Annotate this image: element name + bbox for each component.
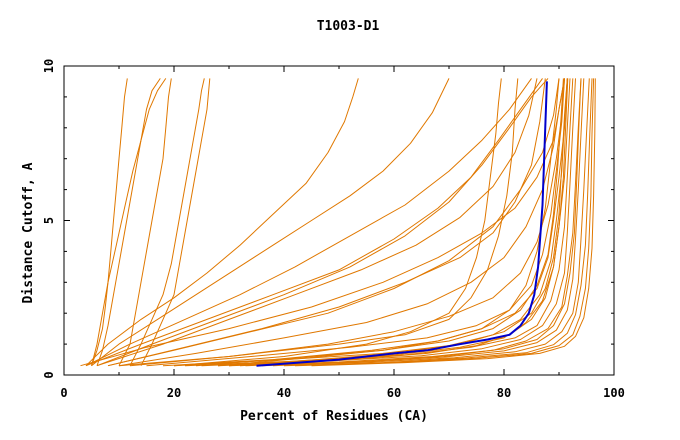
series-line-27 <box>311 78 596 367</box>
x-tick-label: 100 <box>603 386 625 400</box>
y-tick-label: 0 <box>42 371 56 378</box>
series-line-14 <box>118 78 565 367</box>
series-line-30 <box>118 78 519 367</box>
series-line-17 <box>162 78 568 367</box>
series-line-24 <box>261 78 590 367</box>
series-line-2 <box>96 78 161 366</box>
x-tick-label: 20 <box>167 386 181 400</box>
x-tick-label: 0 <box>60 386 67 400</box>
series-line-31 <box>173 78 502 367</box>
series-line-25 <box>283 78 593 367</box>
series-line-32 <box>107 78 546 367</box>
series-line-34 <box>239 78 569 367</box>
series-line-22 <box>228 78 582 367</box>
series-line-3 <box>91 78 167 366</box>
x-tick-label: 80 <box>497 386 511 400</box>
series-line-4 <box>118 78 172 366</box>
series-line-21 <box>217 78 576 367</box>
series-line-33 <box>96 78 538 367</box>
y-tick-label: 10 <box>42 59 56 73</box>
x-axis-label: Percent of Residues (CA) <box>240 409 428 424</box>
series-line-29 <box>217 78 560 367</box>
series-line-1 <box>91 78 128 366</box>
series-line-15 <box>129 78 565 367</box>
series-line-12 <box>80 78 565 367</box>
series-line-35 <box>272 78 582 367</box>
x-tick-label: 60 <box>387 386 401 400</box>
tick-layer: 0 20 40 60 80 100 0 5 10 <box>42 59 625 400</box>
x-tick-label: 40 <box>277 386 291 400</box>
series-line-36 <box>195 78 564 367</box>
y-tick-label: 5 <box>42 217 56 224</box>
series-line-5 <box>129 78 205 366</box>
series-line-18 <box>173 78 568 367</box>
series-line-28 <box>228 78 568 367</box>
series-line-23 <box>245 78 585 367</box>
series-line-6 <box>140 78 211 366</box>
series-layer <box>80 78 596 367</box>
series-line-11 <box>96 78 549 367</box>
series-line-26 <box>294 78 595 367</box>
series-line-9 <box>85 78 532 367</box>
series-line-7 <box>85 78 359 367</box>
series-line-8 <box>91 78 450 367</box>
chart-title: T1003-D1 <box>317 19 380 34</box>
highlighted-series-line <box>256 81 548 367</box>
series-line-10 <box>85 78 543 367</box>
y-axis-label: Distance Cutoff, A <box>21 162 36 303</box>
